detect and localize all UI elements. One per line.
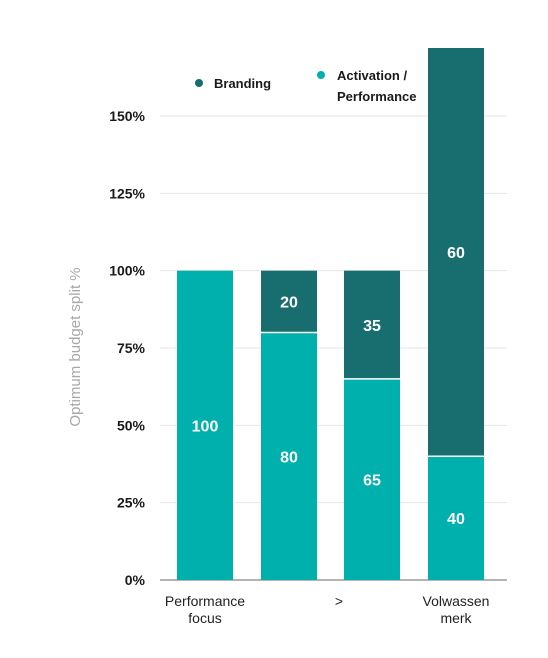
legend: Branding Activation / Performance — [195, 68, 416, 104]
value-label: 20 — [280, 295, 298, 312]
y-tick-label: 0% — [125, 572, 146, 588]
legend-marker — [195, 79, 203, 87]
y-tick-label: 25% — [117, 495, 146, 511]
bar-segment — [261, 332, 317, 580]
category-label: Performance — [165, 593, 245, 609]
category-label: focus — [188, 610, 221, 626]
bar-segment — [344, 270, 400, 379]
bar-segment — [428, 48, 484, 457]
value-label: 40 — [447, 511, 465, 528]
category-label: merk — [440, 610, 472, 626]
category-label: > — [335, 593, 343, 609]
y-tick-label: 100% — [109, 263, 145, 279]
y-axis-ticks: 0% 25% 50% 75% 100% 125% 150% — [109, 108, 145, 588]
value-label: 60 — [447, 245, 465, 262]
legend-marker — [317, 71, 325, 79]
data-labels: 100 80 20 65 35 40 60 — [192, 245, 465, 528]
y-tick-label: 50% — [117, 417, 146, 433]
legend-label: Branding — [214, 76, 271, 91]
category-label: Volwassen — [423, 593, 490, 609]
y-tick-label: 125% — [109, 185, 145, 201]
y-tick-label: 150% — [109, 108, 145, 124]
legend-label: Performance — [337, 89, 416, 104]
y-tick-label: 75% — [117, 340, 146, 356]
bars — [177, 48, 484, 580]
value-label: 65 — [363, 472, 381, 489]
value-label: 100 — [192, 418, 219, 435]
value-label: 35 — [363, 318, 381, 335]
y-axis-label: Optimum budget split % — [67, 267, 84, 426]
bar-segment — [428, 456, 484, 580]
bar-segment — [177, 270, 233, 580]
bar-segment — [261, 270, 317, 333]
value-label: 80 — [280, 449, 298, 466]
legend-label: Activation / — [337, 68, 407, 83]
bar-segment — [344, 378, 400, 580]
